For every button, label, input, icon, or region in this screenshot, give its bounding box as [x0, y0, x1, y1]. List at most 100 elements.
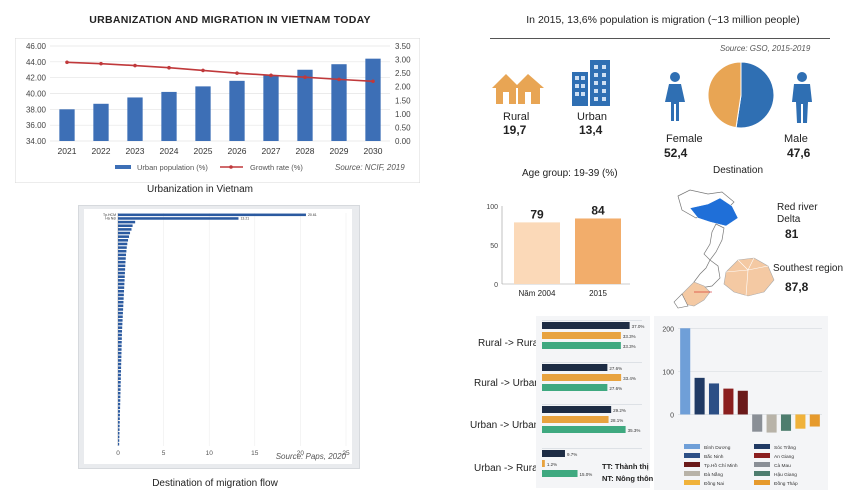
age-group-value-label: 84 — [591, 203, 605, 217]
migration-flow-bar — [118, 235, 130, 238]
migration-flow-bar — [118, 224, 133, 228]
migration-flow-bar — [118, 388, 121, 391]
province-legend-label: Sóc Trăng — [774, 445, 796, 451]
migration-flow-bar — [118, 391, 121, 395]
province-label: Hà Nội — [105, 217, 116, 221]
flow-bars-chart: 37.0% 33.3% 33.3% 27.6%33.4%27.6% 29.2% 28.1%… — [542, 320, 645, 477]
migration-flow-bar — [118, 260, 126, 264]
flow-bar — [542, 450, 565, 457]
migration-flow-bar — [118, 377, 121, 380]
province-bar — [680, 328, 691, 415]
ncif-source: Source: NCIF, 2019 — [335, 163, 405, 172]
flow-label-urban-urban: Urban -> Urban — [470, 420, 540, 431]
flow-bar — [542, 384, 608, 391]
province-legend-swatch — [684, 471, 700, 476]
x-tick-label: 2015 — [589, 289, 607, 298]
flow-bar — [542, 374, 622, 381]
growth-rate-point — [99, 61, 103, 66]
flow-bar-value: 9.7% — [567, 452, 577, 457]
migration-flow-bar — [118, 359, 122, 362]
urban-value: 13,4 — [579, 123, 603, 137]
province-legend-swatch — [684, 453, 700, 458]
male-icon — [792, 72, 812, 123]
urban-label: Urban — [577, 111, 607, 123]
migration-flow-bar — [118, 428, 120, 431]
migration-flow-bar — [118, 242, 128, 246]
headline-divider — [490, 38, 830, 39]
flow-bar-value: 35.3% — [628, 428, 641, 433]
growth-rate-point — [201, 68, 205, 73]
migration-flow-bar — [118, 220, 136, 224]
province-bar — [737, 390, 748, 415]
y-left-tick-label: 46.00 — [26, 42, 47, 51]
growth-rate-point — [235, 71, 239, 75]
migration-flow-bar — [118, 253, 127, 257]
province-bar — [795, 414, 806, 429]
migration-flow-bar — [118, 239, 129, 242]
province-legend-label: Đà Nẵng — [704, 471, 723, 478]
migration-flow-bar — [118, 421, 120, 424]
gso-source: Source: GSO, 2015-2019 — [720, 44, 811, 53]
growth-rate-point — [269, 73, 273, 78]
y-right-tick-label: 0.50 — [395, 123, 411, 132]
province-bar — [809, 414, 820, 427]
growth-rate-point — [133, 63, 137, 68]
x-tick-label: 10 — [206, 450, 214, 457]
y-tick-label: 100 — [662, 369, 674, 376]
x-tick-label: 0 — [116, 450, 120, 457]
growth-rate-point — [303, 75, 307, 80]
x-tick-label: 15 — [251, 450, 259, 457]
group-separator — [542, 320, 642, 321]
migration-flow-bar — [118, 228, 132, 231]
main-title: URBANIZATION AND MIGRATION IN VIETNAM TO… — [89, 14, 371, 26]
province-bar — [694, 377, 705, 415]
flow-bar-value: 33.3% — [623, 344, 636, 349]
migration-flow-bar — [118, 297, 124, 300]
group-separator — [542, 404, 642, 405]
age-group-bar — [514, 222, 560, 284]
flow-bar — [542, 406, 612, 413]
migration-flow-bar — [118, 351, 122, 355]
x-tick-label: 2027 — [262, 146, 281, 156]
growth-rate-point — [167, 65, 171, 70]
province-legend-label: Đồng Nai — [704, 481, 724, 487]
province-legend-label: Tp.Hồ Chí Minh — [704, 463, 738, 469]
growth-rate-point — [65, 60, 69, 65]
province-bar — [708, 383, 720, 415]
flow-label-urban-rural: Urban -> Rural — [474, 463, 540, 474]
y-left-tick-label: 44.00 — [26, 58, 47, 67]
province-bar — [723, 388, 734, 415]
flow-bar-value: 28.1% — [611, 418, 624, 423]
flow-bar-value: 37.0% — [632, 324, 645, 329]
rural-label: Rural — [503, 111, 530, 123]
province-legend-label: Bắc Ninh — [704, 453, 724, 460]
urban-population-bar — [127, 97, 143, 141]
female-value: 52,4 — [664, 146, 688, 160]
vietnam-map — [673, 189, 739, 309]
migration-flow-bar — [118, 344, 122, 348]
migration-flow-bar — [118, 431, 120, 435]
province-legend-swatch — [684, 462, 700, 467]
flow-bar — [542, 470, 578, 477]
province-bar — [766, 414, 777, 433]
province-legend-swatch — [754, 444, 770, 449]
flow-bar-value: 29.2% — [613, 408, 626, 413]
paps-source: Source: Paps, 2020 — [276, 452, 347, 461]
group-separator — [542, 448, 642, 449]
migration-flow-bar — [118, 246, 127, 249]
migration-flow-bar — [118, 381, 121, 384]
southeast-value: 87,8 — [785, 280, 809, 294]
province-legend-swatch — [754, 462, 770, 467]
destination-title: Destination — [713, 165, 764, 176]
y-left-tick-label: 40.00 — [26, 90, 47, 99]
age-group-value-label: 79 — [530, 207, 544, 221]
migration-flow-bar — [118, 213, 306, 217]
province-label: Tp.HCM — [103, 213, 116, 217]
migration-flow-bar — [118, 293, 124, 297]
flow-label-rural-rural: Rural -> Rural — [478, 338, 541, 349]
province-legend-label: Bình Dương — [704, 445, 731, 451]
urban-population-bar — [331, 64, 347, 141]
age-group-title: Age group: 19-39 (%) — [522, 168, 618, 179]
x-tick-label: 2026 — [228, 146, 247, 156]
y-right-tick-label: 3.50 — [395, 42, 411, 51]
